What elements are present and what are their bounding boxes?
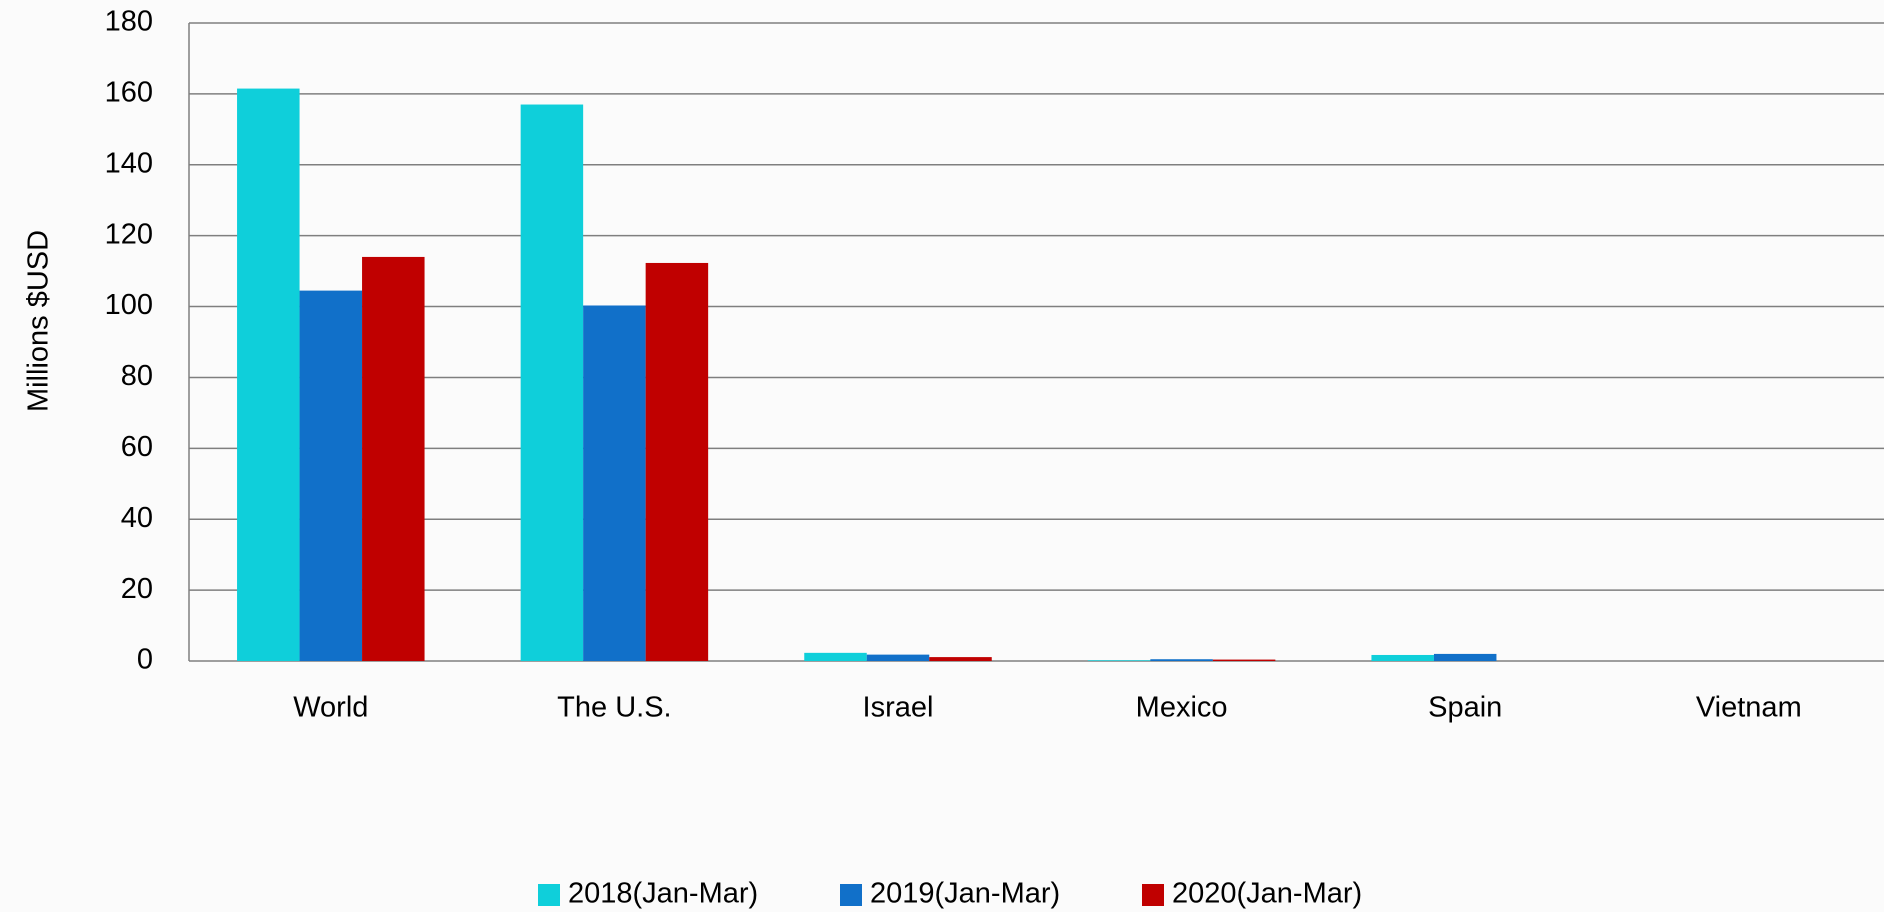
bar — [1150, 659, 1213, 661]
y-tick-label: 0 — [137, 644, 153, 676]
bar — [1212, 659, 1276, 661]
legend-label: 2019(Jan-Mar) — [870, 878, 1060, 910]
bar — [520, 104, 584, 662]
bar — [362, 256, 425, 661]
legend-label: 2018(Jan-Mar) — [568, 878, 758, 910]
x-tick-label: Spain — [1428, 692, 1502, 724]
bar — [1087, 660, 1151, 661]
y-tick-label: 140 — [105, 147, 153, 179]
legend-swatch — [538, 884, 560, 906]
bar — [1433, 653, 1497, 661]
x-tick-label: The U.S. — [557, 692, 671, 724]
y-tick-label: 160 — [105, 77, 153, 109]
y-tick-label: 100 — [105, 289, 153, 321]
legend-label: 2020(Jan-Mar) — [1172, 878, 1362, 910]
y-tick-label: 60 — [121, 431, 153, 463]
y-tick-label: 20 — [121, 573, 153, 605]
bar — [866, 654, 930, 661]
bar — [583, 305, 646, 661]
legend-swatch — [840, 884, 862, 906]
x-tick-label: Vietnam — [1696, 692, 1802, 724]
y-tick-label: 120 — [105, 218, 153, 250]
x-tick-label: Mexico — [1136, 692, 1228, 724]
y-tick-label: 80 — [121, 360, 153, 392]
bar — [237, 88, 300, 662]
bar — [299, 290, 363, 661]
bar — [804, 652, 867, 661]
legend-swatch — [1142, 884, 1164, 906]
y-axis-label: Millions $USD — [23, 230, 55, 412]
bar — [929, 657, 992, 661]
x-tick-label: Israel — [863, 692, 934, 724]
y-tick-label: 40 — [121, 502, 153, 534]
bar — [645, 262, 709, 661]
y-tick-label: 180 — [105, 6, 153, 38]
x-tick-label: World — [293, 692, 368, 724]
bar — [1371, 654, 1434, 661]
